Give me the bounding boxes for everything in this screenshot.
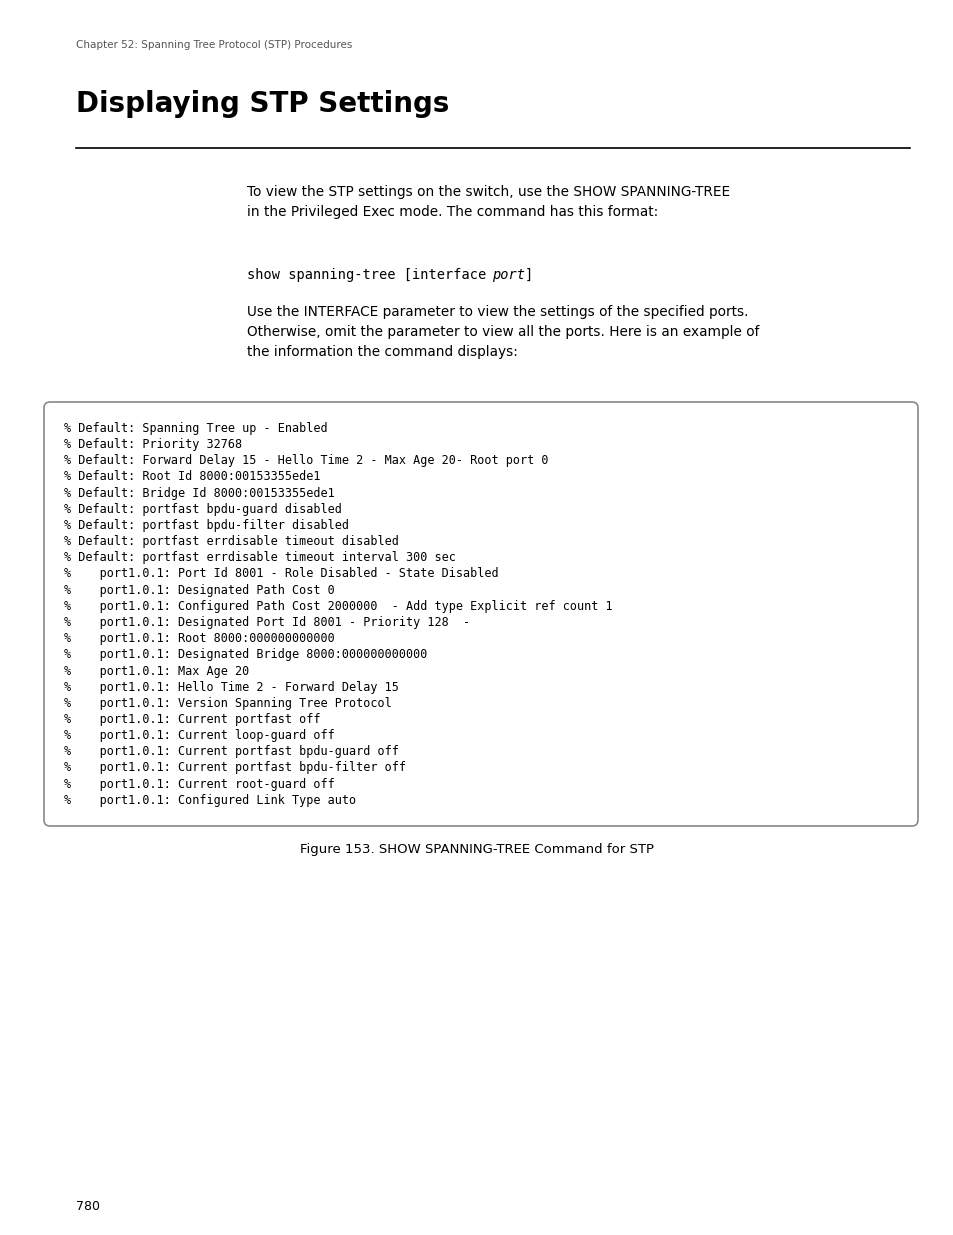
Text: %    port1.0.1: Current portfast bpdu-filter off: % port1.0.1: Current portfast bpdu-filte… — [64, 762, 406, 774]
Text: % Default: portfast bpdu-filter disabled: % Default: portfast bpdu-filter disabled — [64, 519, 349, 532]
Text: % Default: portfast errdisable timeout interval 300 sec: % Default: portfast errdisable timeout i… — [64, 551, 456, 564]
Text: port: port — [492, 268, 524, 282]
Text: % Default: Priority 32768: % Default: Priority 32768 — [64, 438, 242, 451]
Text: %    port1.0.1: Port Id 8001 - Role Disabled - State Disabled: % port1.0.1: Port Id 8001 - Role Disable… — [64, 568, 498, 580]
Text: % Default: portfast bpdu-guard disabled: % Default: portfast bpdu-guard disabled — [64, 503, 341, 516]
FancyBboxPatch shape — [44, 403, 917, 826]
Text: % Default: Forward Delay 15 - Hello Time 2 - Max Age 20- Root port 0: % Default: Forward Delay 15 - Hello Time… — [64, 454, 548, 467]
Text: % Default: portfast errdisable timeout disabled: % Default: portfast errdisable timeout d… — [64, 535, 398, 548]
Text: 780: 780 — [76, 1200, 100, 1213]
Text: Figure 153. SHOW SPANNING-TREE Command for STP: Figure 153. SHOW SPANNING-TREE Command f… — [299, 844, 654, 856]
Text: %    port1.0.1: Current root-guard off: % port1.0.1: Current root-guard off — [64, 778, 335, 790]
Text: %    port1.0.1: Designated Port Id 8001 - Priority 128  -: % port1.0.1: Designated Port Id 8001 - P… — [64, 616, 470, 629]
Text: %    port1.0.1: Designated Bridge 8000:000000000000: % port1.0.1: Designated Bridge 8000:0000… — [64, 648, 427, 661]
Text: show spanning-tree [interface: show spanning-tree [interface — [247, 268, 494, 282]
Text: %    port1.0.1: Designated Path Cost 0: % port1.0.1: Designated Path Cost 0 — [64, 584, 335, 597]
Text: %    port1.0.1: Hello Time 2 - Forward Delay 15: % port1.0.1: Hello Time 2 - Forward Dela… — [64, 680, 398, 694]
Text: % Default: Root Id 8000:00153355ede1: % Default: Root Id 8000:00153355ede1 — [64, 471, 320, 483]
Text: %    port1.0.1: Current loop-guard off: % port1.0.1: Current loop-guard off — [64, 729, 335, 742]
Text: %    port1.0.1: Configured Link Type auto: % port1.0.1: Configured Link Type auto — [64, 794, 355, 806]
Text: ]: ] — [524, 268, 533, 282]
Text: %    port1.0.1: Version Spanning Tree Protocol: % port1.0.1: Version Spanning Tree Proto… — [64, 697, 392, 710]
Text: Chapter 52: Spanning Tree Protocol (STP) Procedures: Chapter 52: Spanning Tree Protocol (STP)… — [76, 40, 352, 49]
Text: %    port1.0.1: Configured Path Cost 2000000  - Add type Explicit ref count 1: % port1.0.1: Configured Path Cost 200000… — [64, 600, 612, 613]
Text: %    port1.0.1: Max Age 20: % port1.0.1: Max Age 20 — [64, 664, 249, 678]
Text: To view the STP settings on the switch, use the SHOW SPANNING-TREE
in the Privil: To view the STP settings on the switch, … — [247, 185, 729, 219]
Text: % Default: Bridge Id 8000:00153355ede1: % Default: Bridge Id 8000:00153355ede1 — [64, 487, 335, 500]
Text: Use the INTERFACE parameter to view the settings of the specified ports.
Otherwi: Use the INTERFACE parameter to view the … — [247, 305, 759, 359]
Text: %    port1.0.1: Current portfast bpdu-guard off: % port1.0.1: Current portfast bpdu-guard… — [64, 746, 398, 758]
Text: Displaying STP Settings: Displaying STP Settings — [76, 90, 449, 119]
Text: % Default: Spanning Tree up - Enabled: % Default: Spanning Tree up - Enabled — [64, 422, 327, 435]
Text: %    port1.0.1: Root 8000:000000000000: % port1.0.1: Root 8000:000000000000 — [64, 632, 335, 645]
Text: %    port1.0.1: Current portfast off: % port1.0.1: Current portfast off — [64, 713, 320, 726]
